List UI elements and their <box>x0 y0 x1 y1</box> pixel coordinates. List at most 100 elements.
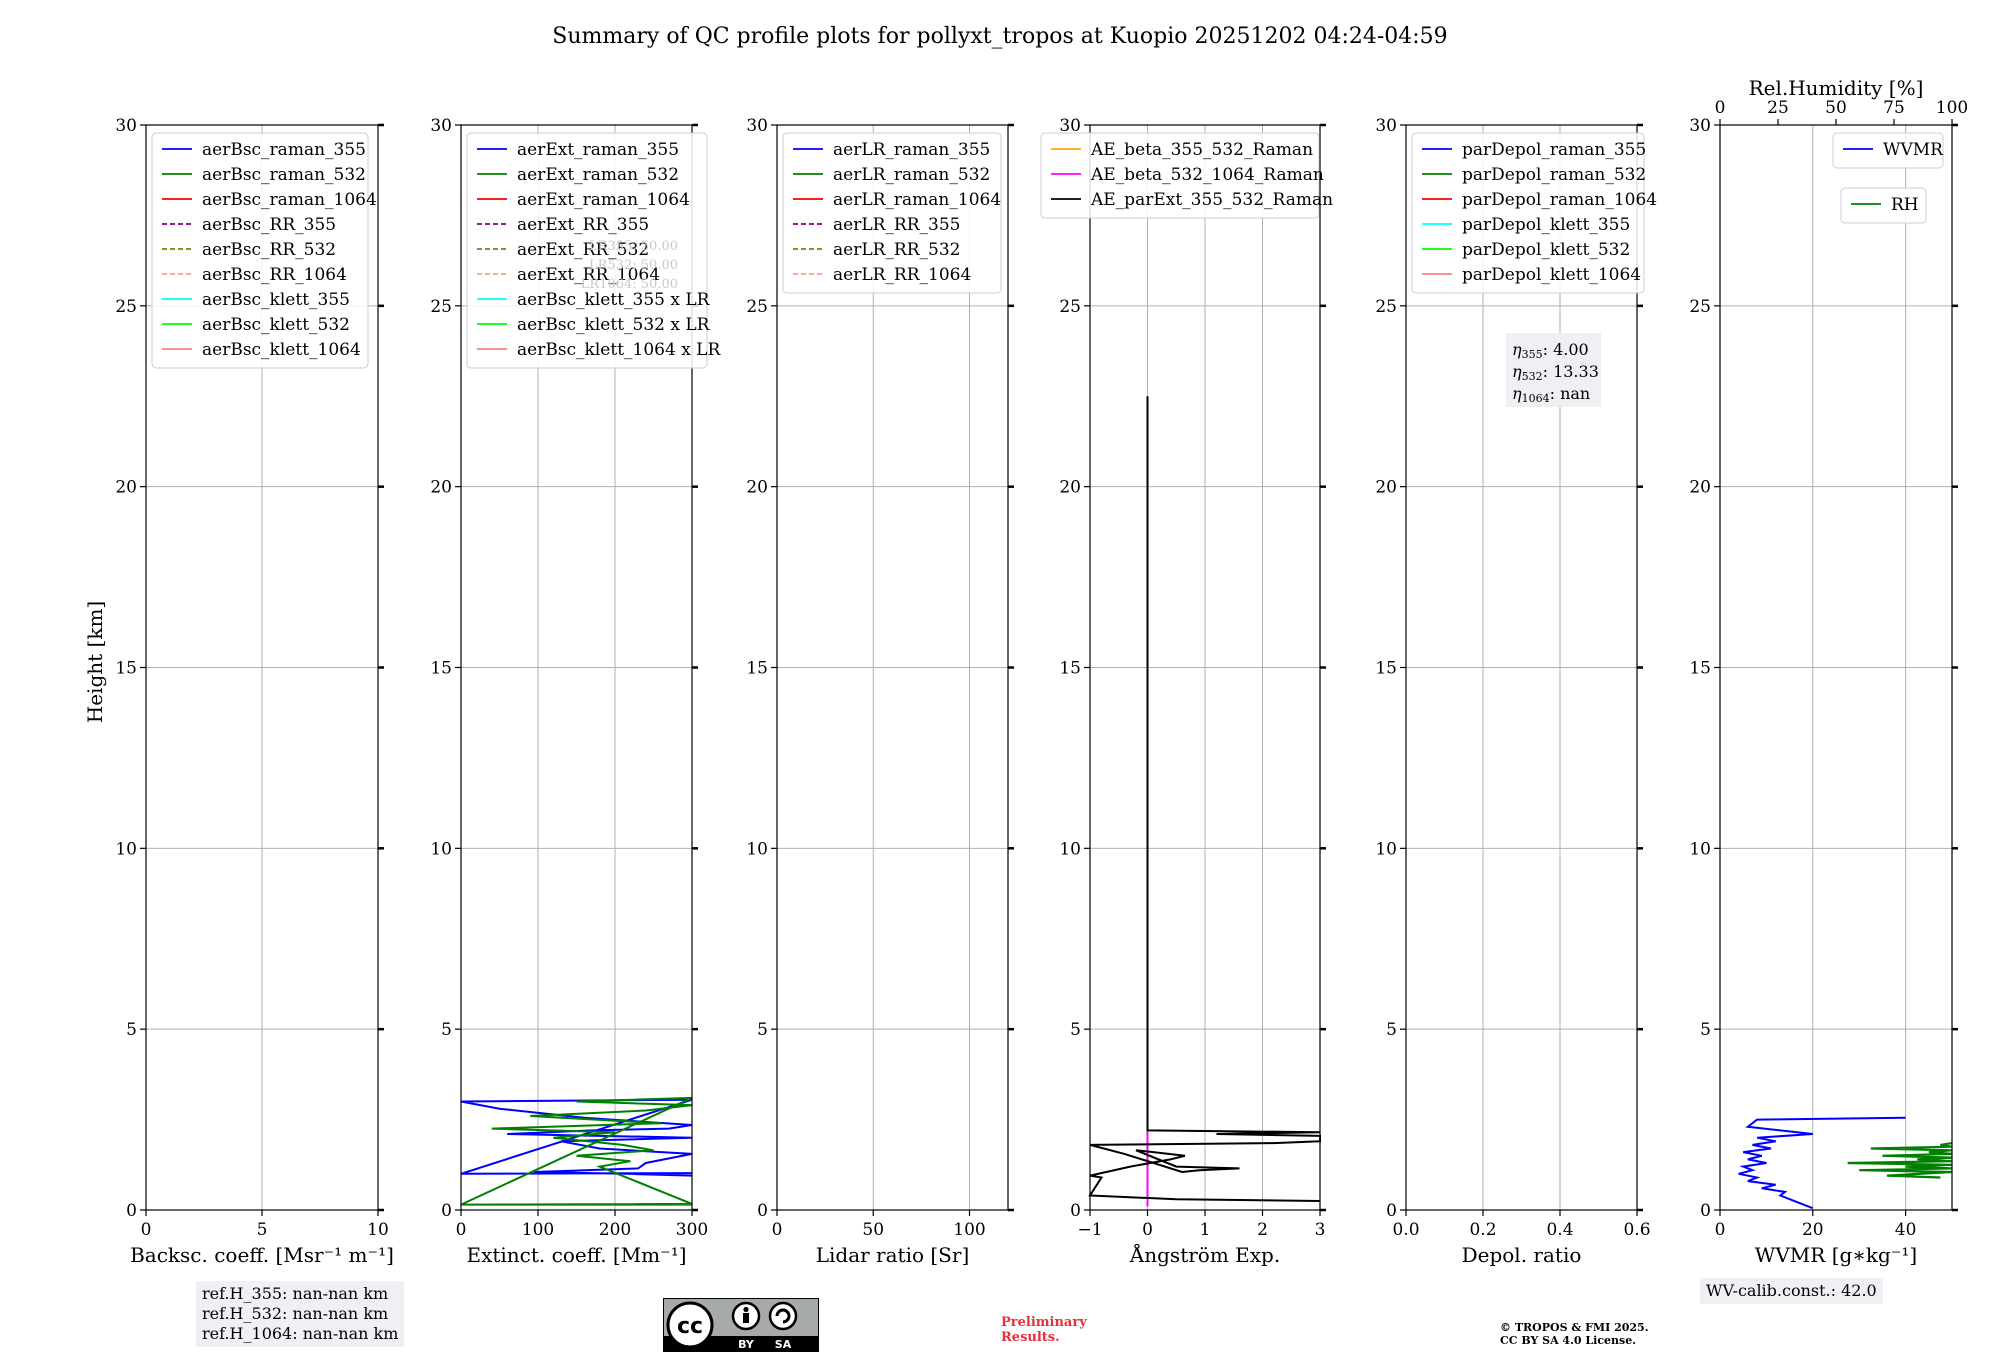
lr-label: LR1064: 50.00 <box>581 277 678 292</box>
legend-entry: aerLR_RR_355 <box>833 215 960 235</box>
series-RH <box>1847 1142 1953 1179</box>
ytick-label: 30 <box>1689 116 1711 136</box>
legend-entry: aerExt_RR_355 <box>517 215 649 235</box>
xtick-label: 50 <box>862 1220 884 1240</box>
xtick-label: 0.4 <box>1546 1220 1573 1240</box>
legend-rh: RH <box>1840 187 1927 224</box>
top-xtick-label: 0 <box>1715 98 1726 118</box>
ytick-label: 10 <box>430 839 452 859</box>
preliminary-line-2: Results. <box>1001 1330 1060 1345</box>
x-axis-label: Depol. ratio <box>1462 1243 1582 1267</box>
xtick-label: 300 <box>676 1220 708 1240</box>
cc-by-label: BY <box>738 1338 755 1351</box>
ytick-label: 5 <box>441 1020 452 1040</box>
legend-box <box>782 132 1002 294</box>
ytick-label: 20 <box>115 478 137 498</box>
ref-height-532: ref.H_532: nan-nan km <box>202 1304 389 1323</box>
xtick-label: 0 <box>1715 1220 1726 1240</box>
ytick-label: 30 <box>1059 116 1081 136</box>
ytick-label: 5 <box>1070 1020 1081 1040</box>
legend-entry: aerBsc_klett_532 <box>202 315 350 335</box>
ytick-label: 0 <box>1700 1201 1711 1221</box>
x-axis-label: Backsc. coeff. [Msr⁻¹ m⁻¹] <box>130 1243 394 1267</box>
ytick-label: 20 <box>1375 478 1397 498</box>
lr-label: LR355: 50.00 <box>589 239 678 254</box>
legend-entry: aerBsc_RR_355 <box>202 215 336 235</box>
xtick-label: 20 <box>1802 1220 1824 1240</box>
copyright-line-2: CC BY SA 4.0 License. <box>1500 1334 1637 1347</box>
xtick-label: −1 <box>1077 1220 1102 1240</box>
ytick-label: 5 <box>757 1020 768 1040</box>
ytick-label: 25 <box>430 297 452 317</box>
xtick-label: 40 <box>1895 1220 1917 1240</box>
legend-entry: aerLR_raman_532 <box>833 165 990 185</box>
legend-wvmr: WVMR <box>1832 132 1944 169</box>
legend-entry: aerBsc_klett_355 <box>202 290 350 310</box>
ytick-label: 15 <box>1375 659 1397 679</box>
x-axis-label: Ångström Exp. <box>1129 1242 1280 1267</box>
xtick-label: 0.6 <box>1623 1220 1650 1240</box>
cc-sa-label: SA <box>775 1338 792 1351</box>
ytick-label: 0 <box>126 1201 137 1221</box>
legend-box <box>1411 132 1645 294</box>
legend-entry: WVMR <box>1883 140 1944 160</box>
ytick-label: 15 <box>1689 659 1711 679</box>
xtick-label: 3 <box>1315 1220 1326 1240</box>
copyright-line-1: © TROPOS & FMI 2025. <box>1500 1321 1649 1334</box>
series-AE_parExt_355_532_Raman <box>1088 396 1321 1202</box>
legend-bsc: aerBsc_raman_355 aerBsc_raman_532 aerBsc_r… <box>151 132 377 369</box>
top-axis-label: Rel.Humidity [%] <box>1749 76 1924 100</box>
ytick-label: 30 <box>115 116 137 136</box>
lr-label: LR532: 50.00 <box>589 258 678 273</box>
legend-box <box>1832 132 1944 169</box>
legend-entry: aerExt_raman_532 <box>517 165 679 185</box>
ytick-label: 10 <box>746 839 768 859</box>
ytick-label: 10 <box>1059 839 1081 859</box>
ytick-label: 25 <box>746 297 768 317</box>
ytick-label: 25 <box>1059 297 1081 317</box>
legend-entry: parDepol_raman_355 <box>1462 140 1646 160</box>
ytick-label: 25 <box>1375 297 1397 317</box>
legend-entry: aerLR_raman_355 <box>833 140 990 160</box>
x-axis-label: WVMR [g∗kg⁻¹] <box>1755 1243 1917 1267</box>
legend-entry: aerBsc_klett_355 x LR <box>517 290 711 310</box>
xtick-label: 0 <box>141 1220 152 1240</box>
legend-entry: aerLR_raman_1064 <box>833 190 1001 210</box>
legend-entry: aerBsc_RR_1064 <box>202 265 347 285</box>
legend-box <box>466 132 708 369</box>
x-axis-label: Lidar ratio [Sr] <box>816 1243 970 1267</box>
ytick-label: 20 <box>430 478 452 498</box>
ytick-label: 25 <box>115 297 137 317</box>
legend-ext: aerExt_raman_355 aerExt_raman_532 aerExt_r… <box>466 132 721 369</box>
panel-depol: 0 5 10 15 20 25 30 0.0 0.2 0.4 0.6 Depol. ratio parD… <box>1375 116 1657 1267</box>
xtick-label: 10 <box>367 1220 389 1240</box>
copyright-note: © TROPOS & FMI 2025. CC BY SA 4.0 Licens… <box>1500 1321 1649 1347</box>
legend-entry: AE_beta_532_1064_Raman <box>1090 165 1324 185</box>
xtick-label: 200 <box>599 1220 631 1240</box>
legend-entry: parDepol_raman_1064 <box>1462 190 1657 210</box>
legend-entry: aerExt_RR_1064 <box>517 265 660 285</box>
top-xtick-label: 50 <box>1825 98 1847 118</box>
ytick-label: 15 <box>746 659 768 679</box>
legend-entry: parDepol_klett_532 <box>1462 240 1630 260</box>
legend-entry: aerBsc_klett_532 x LR <box>517 315 711 335</box>
legend-entry: aerBsc_klett_1064 x LR <box>517 340 721 360</box>
series-aerExt_raman_532 <box>460 1096 693 1206</box>
x-axis-label: Extinct. coeff. [Mm⁻¹] <box>466 1243 686 1267</box>
top-xtick-label: 75 <box>1883 98 1905 118</box>
legend-entry: parDepol_klett_1064 <box>1462 265 1641 285</box>
ytick-label: 30 <box>1375 116 1397 136</box>
xtick-label: 5 <box>257 1220 268 1240</box>
legend-entry: aerBsc_raman_355 <box>202 140 366 160</box>
cc-license-logo: cc BY SA <box>663 1298 819 1352</box>
svg-text:cc: cc <box>677 1314 703 1339</box>
legend-entry: aerBsc_raman_1064 <box>202 190 377 210</box>
legend-ae: AE_beta_355_532_Raman AE_beta_532_1064_Ra… <box>1040 132 1333 219</box>
ytick-label: 5 <box>1700 1020 1711 1040</box>
ytick-label: 10 <box>1689 839 1711 859</box>
series-WVMR <box>1738 1116 1906 1210</box>
